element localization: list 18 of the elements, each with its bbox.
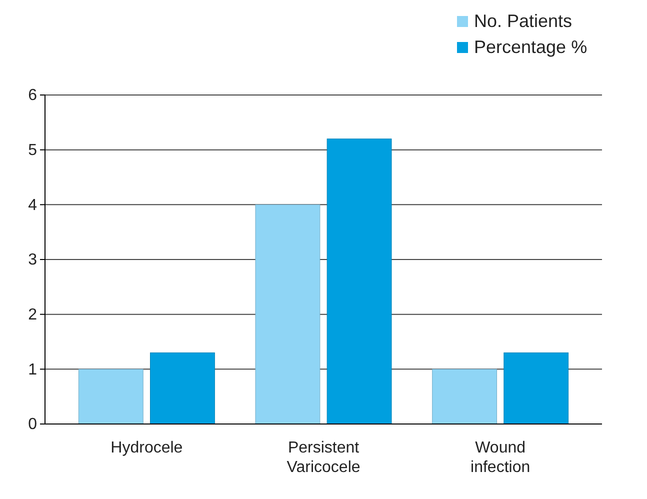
x-tick-label: Wound infection xyxy=(470,440,530,476)
legend-label: Percentage % xyxy=(474,37,588,57)
y-tick-label: 6 xyxy=(28,87,38,104)
bar xyxy=(255,204,320,424)
x-tick-label: Hydrocele xyxy=(110,440,183,457)
y-tick-label: 5 xyxy=(28,142,38,159)
bar xyxy=(432,368,497,424)
y-tick-label: 3 xyxy=(28,252,38,269)
bar xyxy=(326,138,392,424)
y-tick-label: 0 xyxy=(28,416,38,434)
legend-label: No. Patients xyxy=(474,11,572,31)
bar xyxy=(78,368,144,424)
bar xyxy=(150,352,215,424)
bar xyxy=(504,352,569,424)
y-tick-label: 4 xyxy=(28,196,38,214)
x-tick-label: Persistent Varicocele xyxy=(286,440,360,476)
y-tick-label: 2 xyxy=(28,306,38,324)
y-tick-label: 1 xyxy=(28,361,38,378)
